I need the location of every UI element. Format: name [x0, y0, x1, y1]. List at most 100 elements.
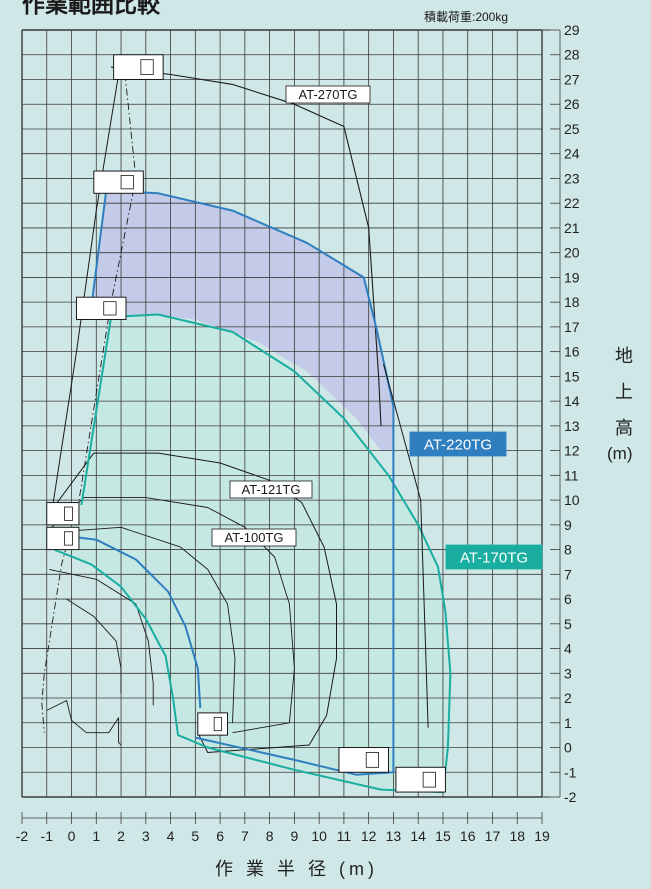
page-title: 作業範囲比較: [22, 0, 160, 17]
x-tick-label: 6: [216, 828, 224, 844]
label-at270-box: [285, 85, 371, 104]
y-tick-label: 27: [564, 71, 580, 87]
at100-platform-icon-operator: [64, 531, 73, 546]
label-at100-box: [211, 528, 297, 547]
x-tick-label: 15: [435, 828, 451, 844]
y-tick-label: 5: [564, 616, 572, 632]
label-at100: AT-100TG: [224, 530, 283, 545]
y-tick-label: 25: [564, 121, 580, 137]
model-labels: AT-270TG AT-220TG AT-170TG AT-121TG AT-100TG: [211, 85, 543, 570]
platform-icons: [46, 54, 446, 793]
x-tick-label: 11: [337, 828, 352, 844]
x-tick-label: 17: [485, 828, 501, 844]
y-tick-label: 21: [564, 220, 580, 236]
rated-load-note: 積載荷重:200kg: [424, 10, 509, 24]
x-axis-label: 作 業 半 径 (m): [215, 859, 378, 879]
y-tick-label: 4: [564, 641, 572, 657]
x-tick-label: 3: [142, 828, 150, 844]
y-tick-label: 18: [564, 294, 580, 310]
x-tick-label: 9: [290, 828, 298, 844]
x-tick-label: 19: [534, 828, 550, 844]
base-platform-icon-operator: [213, 716, 222, 732]
at220-platform-icon-operator: [120, 175, 134, 190]
at220-ground-platform-icon-operator: [365, 752, 379, 768]
at170-range-fill: [54, 314, 451, 793]
label-at270: AT-270TG: [298, 87, 357, 102]
y-tick-label: 8: [564, 542, 572, 558]
at220-platform-icon: [93, 170, 144, 194]
y-axis-label-char-1: 地: [615, 346, 633, 366]
label-at121-box: [229, 480, 313, 499]
at270-platform-icon: [113, 54, 164, 80]
x-tick-label: 13: [386, 828, 402, 844]
x-tick-label: 10: [311, 828, 327, 844]
y-tick-label: 10: [564, 492, 580, 508]
y-tick-label: 16: [564, 344, 580, 360]
y-tick-label: 7: [564, 566, 572, 582]
at270-outer-curve: [111, 66, 382, 426]
y-tick-label: 26: [564, 96, 580, 112]
y-tick-label: -1: [564, 764, 577, 780]
x-tick-label: -2: [16, 828, 29, 844]
base-lower-arc: [66, 598, 122, 694]
y-tick-label: 17: [564, 319, 580, 335]
x-tick-label: 0: [68, 828, 76, 844]
y-tick-label: 1: [564, 715, 572, 731]
at170-ground-platform-icon: [395, 766, 446, 793]
at170-platform-icon-operator: [103, 301, 117, 316]
x-tick-label: 1: [92, 828, 100, 844]
y-tick-label: 29: [564, 22, 580, 38]
label-at170-box: [445, 544, 543, 570]
at121-platform-icon: [46, 502, 80, 526]
range-fills: [54, 190, 451, 793]
y-tick-label: 23: [564, 170, 580, 186]
x-tick-label: -1: [41, 828, 54, 844]
y-tick-label: 24: [564, 146, 580, 162]
y-tick-label: 15: [564, 368, 580, 384]
at100-inner-curve: [51, 526, 236, 723]
x-tick-label: 5: [191, 828, 199, 844]
at170-range-curve: [53, 313, 452, 794]
x-tick-label: 16: [460, 828, 476, 844]
x-tick-label: 7: [241, 828, 249, 844]
at100-platform-icon: [46, 526, 80, 551]
y-axis-label-char-3: 高: [615, 418, 633, 438]
at121-platform-icon-operator: [64, 506, 73, 521]
y-axis-label-char-2: 上: [615, 382, 633, 402]
label-at220: AT-220TG: [424, 437, 492, 454]
at121-outer-curve: [51, 452, 337, 753]
y-tick-label: 2: [564, 690, 572, 706]
x-tick-label: 4: [167, 828, 175, 844]
x-tick-label: 14: [410, 828, 426, 844]
y-tick-label: 11: [564, 467, 579, 483]
label-at121: AT-121TG: [241, 482, 300, 497]
x-tick-label: 12: [361, 828, 377, 844]
y-tick-label: 22: [564, 195, 580, 211]
y-tick-label: 3: [564, 665, 572, 681]
at270-boom-line: [51, 59, 122, 513]
x-tick-label: 8: [266, 828, 274, 844]
at220-range-fill: [91, 190, 394, 451]
y-tick-label: 19: [564, 269, 580, 285]
label-at220-box: [409, 431, 507, 457]
at270-front-edge: [383, 363, 429, 728]
at170-ground-platform-icon-operator: [422, 771, 436, 788]
at100-lower-arc: [49, 568, 154, 706]
at220-inner-arc: [56, 533, 202, 708]
y-tick-labels: -2-1012345678910111213141516171819202122…: [550, 22, 580, 805]
y-axis-unit: (m): [607, 444, 633, 463]
y-tick-label: 20: [564, 245, 580, 261]
at220-ground-platform-icon: [338, 747, 389, 773]
y-tick-label: 28: [564, 47, 580, 63]
base-vehicle-outline: [46, 700, 122, 746]
x-tick-labels: -2 -1 0 1 2 3 4 5 6 7 8 9 10 11 12 13 14 15 16 17 18 19: [16, 812, 550, 844]
x-tick-label: 2: [117, 828, 125, 844]
y-tick-label: 0: [564, 740, 572, 756]
y-tick-label: 13: [564, 418, 580, 434]
y-tick-label: 14: [564, 393, 580, 409]
at170-platform-icon: [75, 296, 127, 320]
y-tick-label: 12: [564, 443, 580, 459]
base-platform-icon: [197, 712, 229, 736]
at270-platform-icon-operator: [140, 59, 154, 75]
